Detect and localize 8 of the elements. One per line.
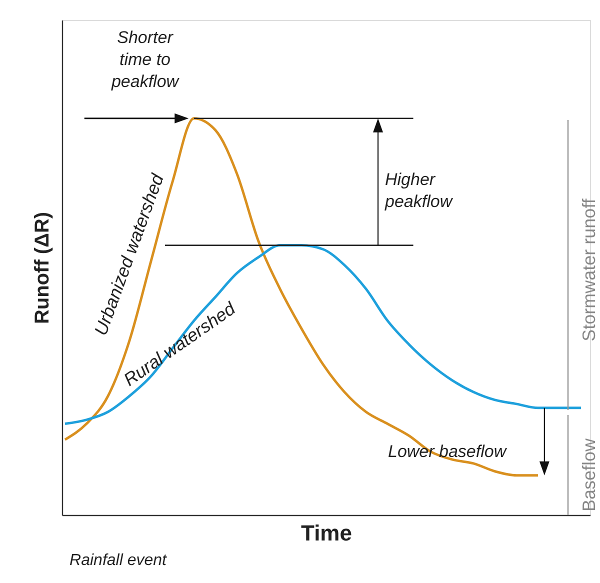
y-axis-title: Runoff (ΔR) <box>32 212 54 324</box>
text: Rainfall event <box>70 552 168 569</box>
x-axis-title: Time <box>301 520 352 546</box>
annotation: Higher peakflow <box>384 170 454 211</box>
annotation: Lower baseflow <box>388 442 508 461</box>
text: Shorter time to peakflow <box>110 28 180 91</box>
annotation: Baseflow <box>579 437 599 512</box>
annotation: Stormwater runoff <box>579 198 599 342</box>
